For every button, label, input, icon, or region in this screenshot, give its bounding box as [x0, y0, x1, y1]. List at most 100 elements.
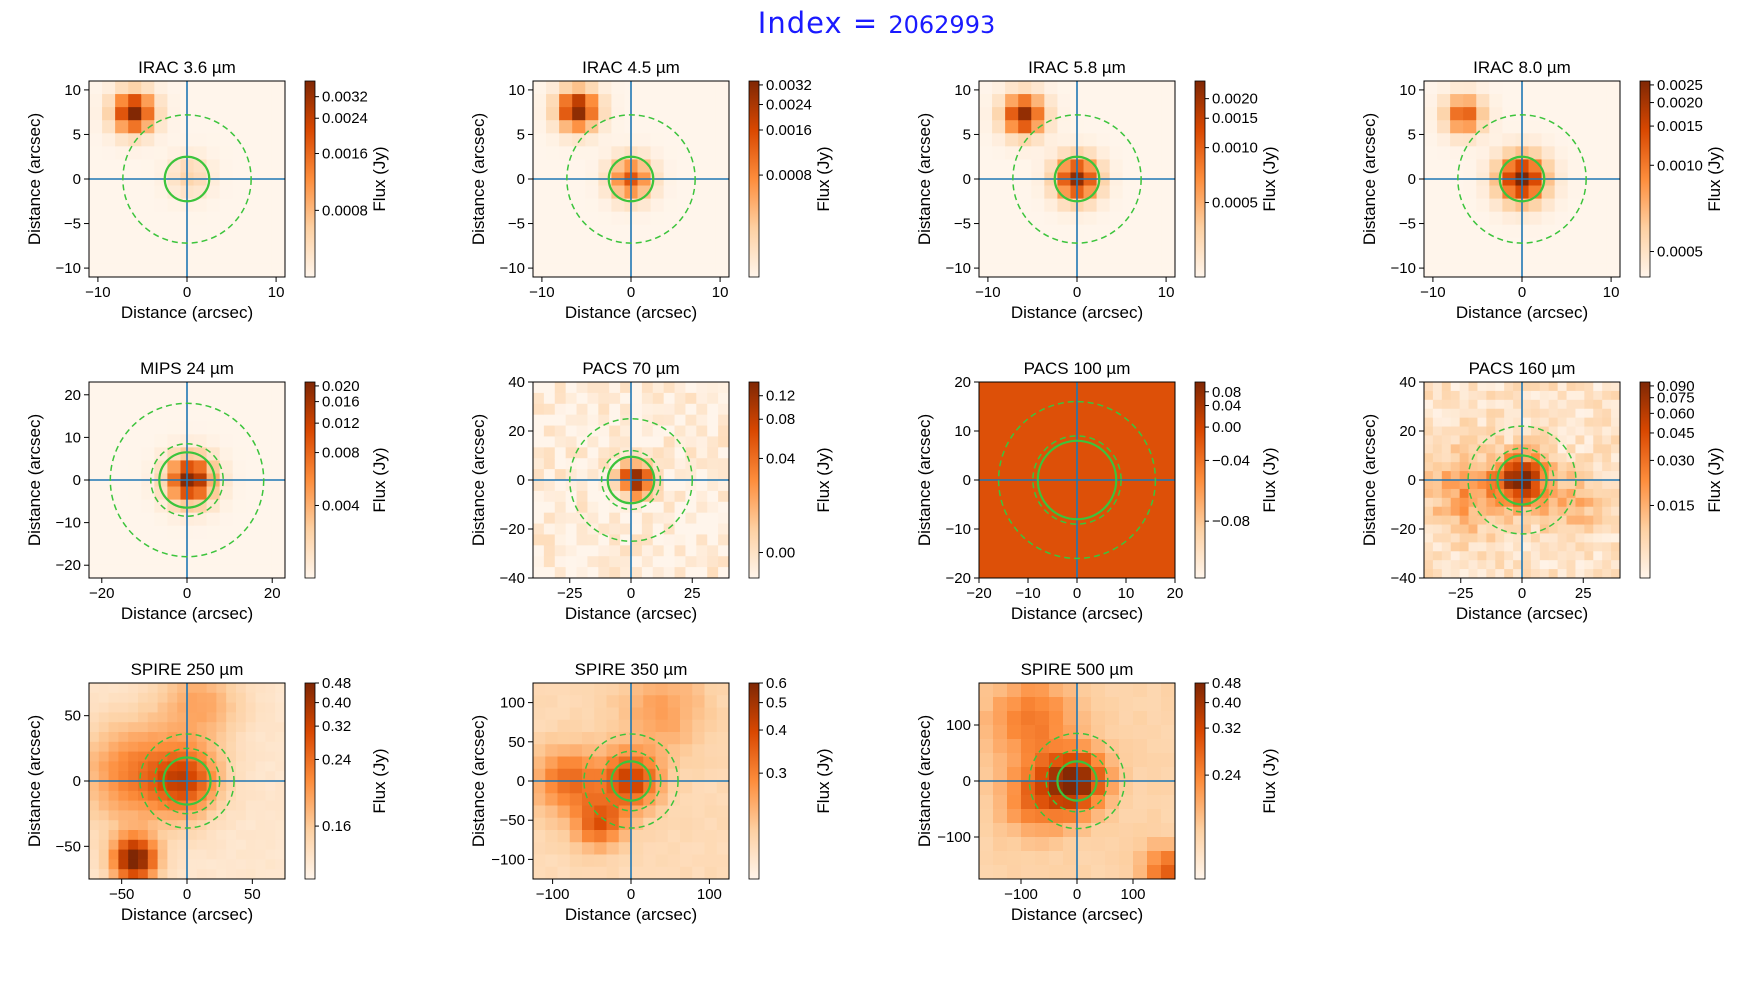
heatmap-cell	[138, 859, 149, 870]
heatmap-cell	[557, 768, 571, 782]
heatmap-cell	[1567, 94, 1582, 108]
heatmap-cell	[1147, 767, 1162, 782]
heatmap-cell	[255, 751, 266, 762]
heatmap-cell	[187, 781, 198, 792]
heatmap-cell	[1593, 480, 1603, 490]
heatmap-cell	[545, 830, 559, 843]
heatmap-cell	[1567, 120, 1582, 134]
heatmap-cell	[663, 436, 676, 448]
heatmap-cell	[1593, 551, 1603, 561]
heatmap-cell	[696, 556, 708, 568]
heatmap-cell	[1018, 250, 1032, 265]
heatmap-cell	[716, 781, 729, 794]
heatmap-cell	[1584, 533, 1594, 543]
heatmap-cell	[689, 250, 704, 265]
heatmap-cell	[557, 805, 571, 819]
heatmap-cell	[718, 523, 729, 536]
heatmap-cell	[115, 499, 129, 514]
heatmap-cell	[674, 436, 687, 448]
heatmap-cell	[245, 692, 257, 704]
heatmap-cell	[265, 820, 276, 831]
heatmap-cell	[167, 525, 182, 540]
heatmap-cell	[206, 525, 221, 540]
heatmap-cell	[1476, 263, 1490, 277]
colorbar-tick-label: 0.0016	[322, 146, 368, 163]
heatmap-cell	[89, 849, 100, 860]
heatmap-cell	[219, 211, 234, 226]
heatmap-cell	[1035, 711, 1050, 726]
heatmap-cell	[685, 392, 697, 405]
heatmap-cell	[704, 866, 718, 879]
heatmap-cell	[1135, 250, 1150, 265]
heatmap-cell	[1005, 146, 1019, 160]
heatmap-cell	[108, 820, 119, 831]
heatmap-cell	[1541, 81, 1556, 95]
heatmap-cell	[245, 810, 257, 821]
heatmap-cell	[1502, 94, 1517, 108]
heatmap-cell	[1513, 524, 1523, 535]
heatmap-cell	[1476, 198, 1490, 213]
heatmap-cell	[707, 392, 719, 405]
heatmap-cell	[102, 107, 116, 121]
heatmap-cell	[702, 250, 717, 265]
heatmap-cell	[1007, 809, 1022, 824]
heatmap-cell	[598, 263, 612, 277]
heatmap-cell	[1548, 462, 1559, 472]
heatmap-cell	[167, 751, 178, 762]
heatmap-cell	[533, 490, 545, 503]
heatmap-cell	[718, 545, 729, 557]
heatmap-cell	[680, 744, 693, 758]
heatmap-cell	[236, 869, 247, 879]
heatmap-cell	[128, 820, 139, 831]
heatmap-cell	[154, 525, 168, 540]
heatmap-cell	[631, 719, 644, 733]
heatmap-cell	[1513, 551, 1523, 561]
heatmap-cell	[1105, 837, 1120, 852]
heatmap-cell	[1450, 551, 1461, 561]
x-tick-label: −100	[1004, 886, 1038, 903]
heatmap-cell	[1522, 515, 1532, 526]
heatmap-cell	[1083, 263, 1098, 277]
heatmap-cell	[546, 250, 560, 265]
colorbar-label: Flux (Jy)	[370, 748, 389, 813]
heatmap-cell	[1539, 462, 1550, 472]
heatmap-cell	[1477, 533, 1487, 543]
heatmap-cell	[533, 263, 547, 277]
heatmap-cell	[631, 523, 643, 536]
heatmap-cell	[1147, 865, 1162, 879]
heatmap-cell	[979, 753, 994, 768]
heatmap-cell	[582, 768, 595, 782]
heatmap-cell	[1554, 107, 1569, 121]
heatmap-cell	[232, 94, 247, 108]
x-axis-label: Distance (arcsec)	[121, 604, 253, 623]
heatmap-cell	[1109, 250, 1124, 265]
heatmap-cell	[696, 523, 708, 536]
heatmap-cell	[1424, 94, 1438, 108]
heatmap-cell	[187, 771, 198, 782]
heatmap-cell	[1063, 865, 1078, 879]
y-tick-label: −40	[1391, 570, 1416, 587]
heatmap-cell	[557, 866, 571, 879]
heatmap-cell	[1530, 382, 1541, 392]
heatmap-cell	[1557, 542, 1568, 552]
heatmap-cell	[620, 469, 632, 481]
heatmap-cell	[219, 512, 234, 527]
colorbar-tick-label: 0.00	[1212, 419, 1241, 436]
heatmap-cell	[167, 460, 182, 475]
heatmap-cell	[1096, 198, 1111, 213]
heatmap-cell	[1077, 711, 1092, 726]
heatmap-cell	[979, 211, 993, 226]
heatmap-cell	[707, 436, 719, 448]
heatmap-cell	[167, 146, 182, 160]
y-tick-label: 5	[963, 126, 971, 143]
heatmap-cell	[271, 525, 285, 540]
heatmap-cell	[696, 469, 708, 481]
heatmap-cell	[576, 512, 589, 525]
heatmap-cell	[1091, 697, 1106, 712]
heatmap-cell	[1513, 497, 1523, 508]
heatmap-cell	[1021, 823, 1036, 838]
heatmap-cell	[193, 185, 208, 200]
heatmap-cell	[147, 741, 159, 753]
heatmap-cell	[128, 421, 142, 435]
heatmap-cell	[1513, 462, 1523, 472]
